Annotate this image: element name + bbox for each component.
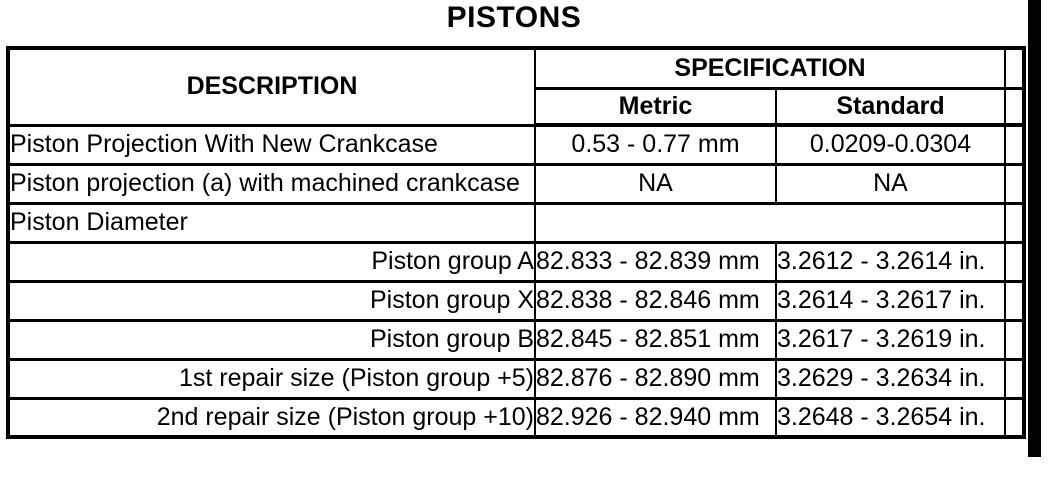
pistons-spec-table: DESCRIPTION SPECIFICATION Metric Standar… [6,46,1026,439]
cell-description: Piston Diameter [7,201,536,244]
edge-column-cell [1004,123,1025,166]
edge-column-cell [1004,240,1025,283]
table-row: Piston Diameter [7,201,1025,244]
header-metric: Metric [534,86,777,127]
edge-column-cell [1004,279,1025,322]
edge-column-cell [1004,357,1025,400]
cell-metric: NA [534,162,777,205]
edge-column-cell [1004,46,1025,90]
cell-description: Piston group X [7,279,536,322]
cell-metric: 82.833 - 82.839 mm [534,240,777,283]
cell-standard: 3.2612 - 3.2614 in. [775,240,1006,283]
cell-description: 1st repair size (Piston group +5) [7,357,536,400]
table-row: Piston Projection With New Crankcase 0.5… [7,123,1025,166]
cell-metric: 82.926 - 82.940 mm [534,396,777,439]
table-row: 1st repair size (Piston group +5) 82.876… [7,357,1025,400]
cell-description: Piston projection (a) with machined cran… [7,162,536,205]
cell-metric: 82.838 - 82.846 mm [534,279,777,322]
cell-description: Piston group A [7,240,536,283]
edge-column-cell [1004,396,1025,439]
header-description: DESCRIPTION [7,46,536,127]
scan-artifact-bar [1028,0,1041,457]
cell-metric: 0.53 - 0.77 mm [534,123,777,166]
cell-standard: 3.2614 - 3.2617 in. [775,279,1006,322]
header-row-2: Metric Standard [8,86,1025,127]
edge-column-cell [1004,201,1025,244]
table-row: 2nd repair size (Piston group +10) 82.92… [7,396,1025,439]
cell-standard: 3.2629 - 3.2634 in. [775,357,1006,400]
cell-standard: 3.2617 - 3.2619 in. [775,318,1006,361]
cell-metric: 82.845 - 82.851 mm [534,318,777,361]
header-specification: SPECIFICATION [534,46,1006,90]
header-row-1: DESCRIPTION SPECIFICATION [7,46,1025,127]
table-row: Piston group A 82.833 - 82.839 mm 3.2612… [7,240,1025,283]
cell-metric: 82.876 - 82.890 mm [534,357,777,400]
table-row: Piston projection (a) with machined cran… [7,162,1025,205]
cell-standard: 3.2648 - 3.2654 in. [775,396,1006,439]
header-standard: Standard [775,86,1006,127]
edge-column-cell [1004,86,1025,127]
cell-standard: NA [775,162,1006,205]
table-row: Piston group B 82.845 - 82.851 mm 3.2617… [7,318,1025,361]
edge-column-cell [1004,162,1025,205]
table-row: Piston group X 82.838 - 82.846 mm 3.2614… [7,279,1025,322]
cell-description: Piston group B [7,318,536,361]
page-title: PISTONS [446,1,582,34]
edge-column-cell [1004,318,1025,361]
cell-standard: 0.0209-0.0304 [775,123,1006,166]
cell-description: Piston Projection With New Crankcase [7,123,536,166]
cell-specification-merged [534,201,1006,244]
cell-description: 2nd repair size (Piston group +10) [7,396,536,439]
